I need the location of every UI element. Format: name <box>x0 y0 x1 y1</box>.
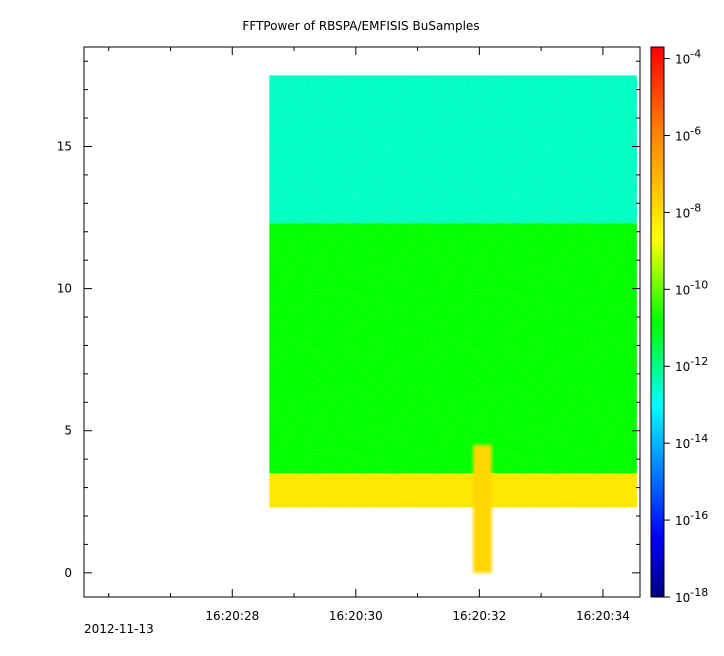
colorbar <box>650 46 665 598</box>
x-tick-label: 16:20:34 <box>576 609 630 623</box>
colorbar-tick-label: 10-12 <box>675 355 708 374</box>
x-date-label: 2012-11-13 <box>84 622 154 636</box>
spectrogram-heatmap <box>269 75 637 508</box>
x-axis: 16:20:28 16:20:30 16:20:32 16:20:34 <box>108 47 630 623</box>
heatmap-region-2 <box>269 223 637 474</box>
chart-title: FFTPower of RBSPA/EMFISIS BuSamples <box>242 19 479 33</box>
colorbar-tick-label: 10-18 <box>675 586 708 605</box>
heatmap-region-4 <box>473 444 492 573</box>
colorbar-tick-label: 10-14 <box>675 432 708 451</box>
x-tick-label: 16:20:30 <box>329 609 383 623</box>
heatmap-region-3 <box>269 473 637 508</box>
y-tick-label: 15 <box>57 139 72 153</box>
y-axis: 0 5 10 15 <box>57 60 640 580</box>
colorbar-tick-label: 10-8 <box>675 201 701 220</box>
y-tick-label: 10 <box>57 282 72 296</box>
colorbar-tick-label: 10-6 <box>675 124 701 143</box>
plot-frame <box>83 46 641 598</box>
y-tick-label: 0 <box>64 566 72 580</box>
heatmap-region-1 <box>269 75 637 224</box>
burst-feature <box>473 444 492 573</box>
x-tick-label: 16:20:32 <box>452 609 506 623</box>
x-tick-label: 16:20:28 <box>205 609 259 623</box>
colorbar-tick-label: 10-4 <box>675 48 701 67</box>
y-tick-label: 5 <box>64 424 72 438</box>
colorbar-axis: 10-4 10-6 10-8 10-10 10-12 10-14 10-16 10-18 <box>664 48 708 605</box>
colorbar-tick-label: 10-16 <box>675 509 708 528</box>
colorbar-tick-label: 10-10 <box>675 278 708 297</box>
